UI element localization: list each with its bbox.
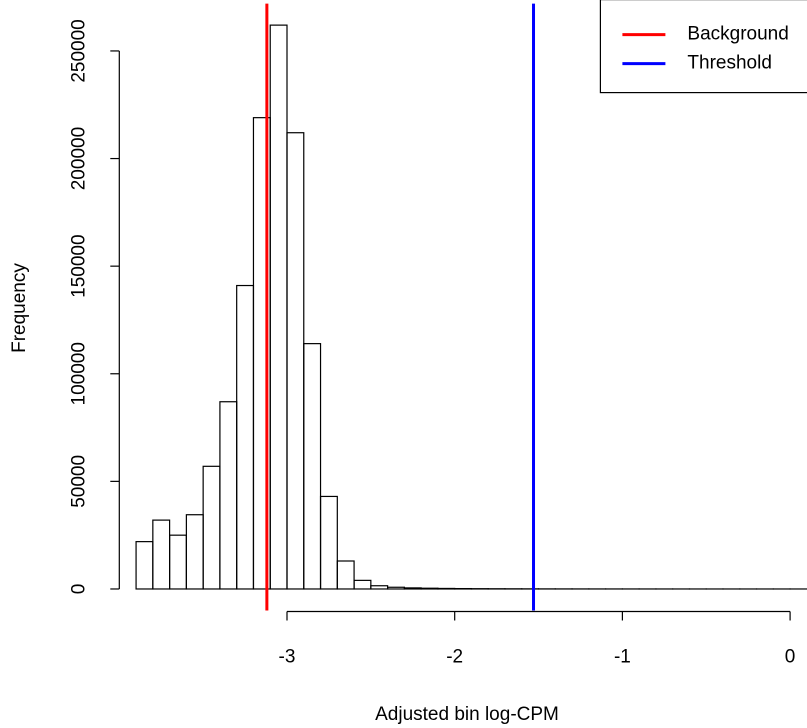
bar: [185, 514, 204, 590]
legend: Background Threshold: [599, 0, 807, 94]
y-tick-label: 50000: [68, 455, 89, 508]
y-tick-label: 150000: [68, 234, 89, 297]
legend-label: Threshold: [687, 53, 772, 74]
bar: [219, 401, 238, 590]
bar: [152, 519, 171, 590]
bar: [420, 587, 439, 590]
bar: [286, 132, 305, 590]
bar: [403, 587, 422, 590]
bar: [303, 343, 322, 590]
bar: [135, 541, 154, 590]
bar: [353, 579, 372, 590]
x-tick-label: 0: [785, 647, 796, 668]
bar: [236, 284, 255, 590]
legend-box: [599, 0, 807, 94]
bar: [336, 560, 355, 590]
bar: [387, 586, 405, 590]
bar: [319, 495, 338, 590]
y-axis-label: Frequency: [9, 263, 30, 353]
x-tick-label: -3: [279, 647, 296, 668]
bar: [169, 534, 187, 590]
x-tick-label: -1: [614, 647, 631, 668]
bar: [370, 585, 389, 590]
x-tick-label: -2: [446, 647, 463, 668]
legend-label: Background: [687, 24, 788, 45]
y-tick-label: 0: [68, 584, 89, 595]
x-axis-label: Adjusted bin log-CPM: [375, 704, 559, 725]
bar: [202, 465, 221, 590]
bar: [269, 24, 288, 590]
y-tick-label: 100000: [68, 342, 89, 405]
y-tick-label: 250000: [68, 19, 89, 82]
y-tick-label: 200000: [68, 127, 89, 190]
bar: [437, 587, 456, 590]
